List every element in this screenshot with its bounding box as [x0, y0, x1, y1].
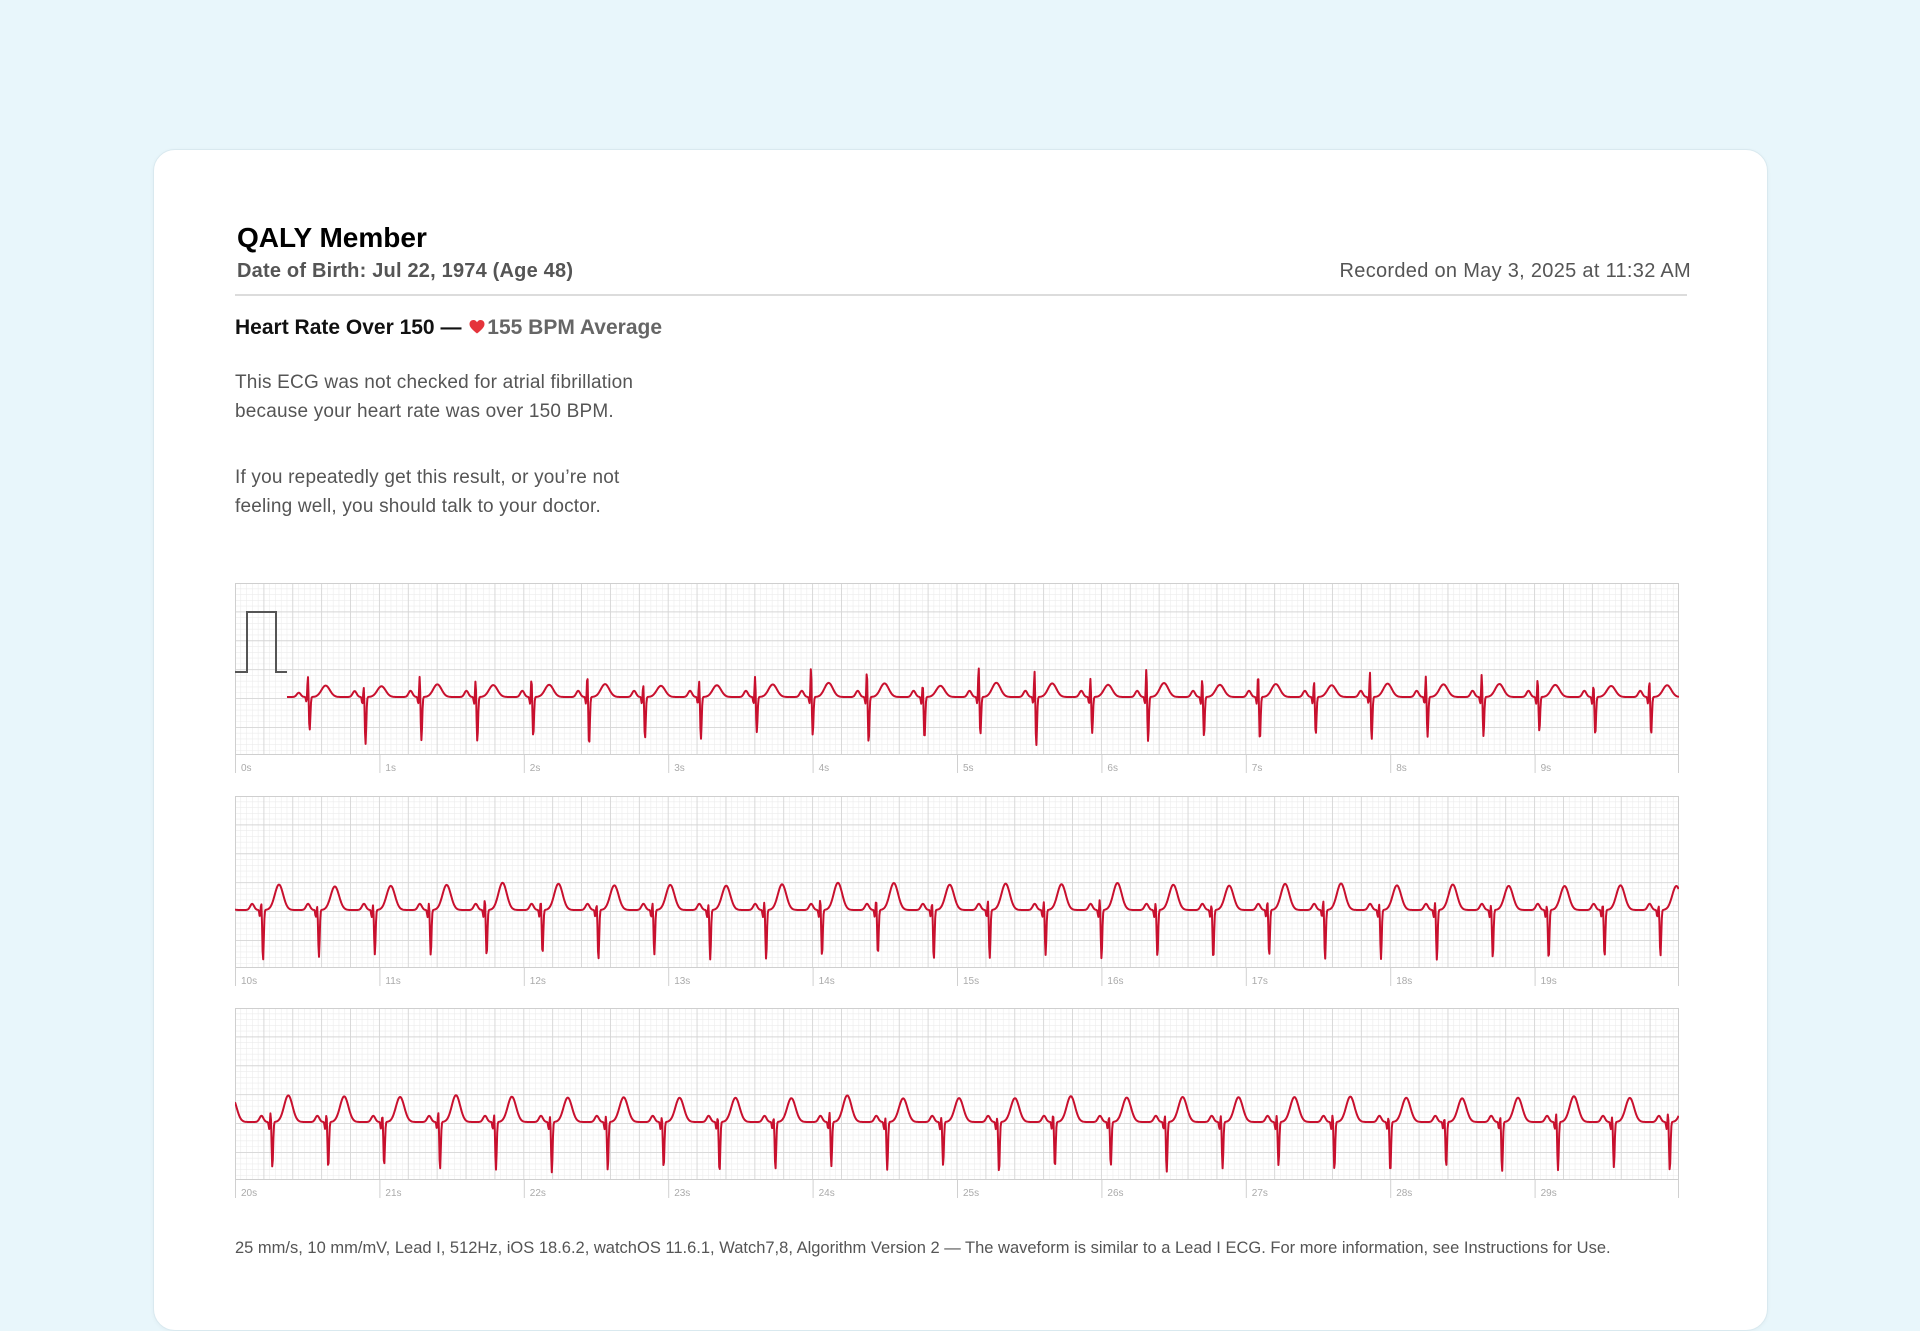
- time-tick-label: 22s: [530, 1188, 546, 1198]
- time-tick-label: 16s: [1107, 976, 1123, 986]
- recording-details: 25 mm/s, 10 mm/mV, Lead I, 512Hz, iOS 18…: [235, 1239, 1611, 1257]
- time-tick-label: 28s: [1396, 1188, 1412, 1198]
- time-tick-label: 24s: [819, 1188, 835, 1198]
- time-tick-label: 1s: [385, 763, 396, 773]
- result-title: Heart Rate Over 150 — 155 BPM Average: [235, 314, 675, 341]
- time-tick-label: 11s: [385, 976, 400, 986]
- ecg-grid: [235, 796, 1679, 968]
- date-of-birth: Date of Birth: Jul 22, 1974 (Age 48): [237, 260, 574, 282]
- time-tick-label: 8s: [1396, 763, 1407, 773]
- time-tick-label: 23s: [674, 1188, 690, 1198]
- time-tick-label: 29s: [1541, 1188, 1557, 1198]
- ecg-trace: [235, 1094, 1679, 1174]
- time-tick-label: 13s: [674, 976, 690, 986]
- recorded-timestamp: Recorded on May 3, 2025 at 11:32 AM: [1339, 260, 1691, 282]
- time-tick-label: 17s: [1252, 976, 1268, 986]
- ecg-trace: [286, 667, 1679, 746]
- time-tick-label: 5s: [963, 763, 974, 773]
- ecg-strip-1: 0s 1s 2s 3s 4s 5s 6s 7s 8s 9s: [235, 583, 1679, 773]
- time-tick-label: 14s: [819, 976, 835, 986]
- time-tick-label: 6s: [1107, 763, 1118, 773]
- time-tick-label: 18s: [1396, 976, 1412, 986]
- time-tick-label: 3s: [674, 763, 685, 773]
- time-tick-label: 15s: [963, 976, 979, 986]
- result-classification: Heart Rate Over 150 —: [235, 316, 462, 339]
- calibration-pulse: [235, 611, 287, 673]
- ecg-trace: [235, 881, 1679, 961]
- time-tick-label: 2s: [530, 763, 541, 773]
- time-tick-label: 26s: [1107, 1188, 1123, 1198]
- time-tick-label: 10s: [241, 976, 257, 986]
- ecg-strip-3: 20s 21s 22s 23s 24s 25s 26s 27s 28s 29s: [235, 1008, 1679, 1198]
- patient-name: QALY Member: [237, 222, 427, 253]
- time-tick-label: 7s: [1252, 763, 1263, 773]
- time-tick-label: 4s: [819, 763, 830, 773]
- average-bpm: 155 BPM: [487, 316, 575, 339]
- time-tick-label: 0s: [241, 763, 252, 773]
- time-tick-label: 9s: [1541, 763, 1552, 773]
- time-tick-label: 20s: [241, 1188, 257, 1198]
- header-divider: [235, 294, 1687, 296]
- result-advice: If you repeatedly get this result, or yo…: [235, 467, 620, 517]
- time-tick-label: 12s: [530, 976, 546, 986]
- time-tick-label: 21s: [385, 1188, 401, 1198]
- average-label: Average: [579, 316, 663, 339]
- ecg-grid: [235, 583, 1679, 755]
- ecg-grid: [235, 1008, 1679, 1180]
- heart-icon: [469, 319, 485, 335]
- result-description: This ECG was not checked for atrial fibr…: [235, 372, 634, 422]
- time-tick-label: 19s: [1541, 976, 1557, 986]
- ecg-strip-2: 10s 11s 12s 13s 14s 15s 16s 17s 18s 19s: [235, 796, 1679, 986]
- time-tick-label: 27s: [1252, 1188, 1268, 1198]
- ecg-report-card: QALY Member Date of Birth: Jul 22, 1974 …: [153, 149, 1768, 1331]
- time-tick-label: 25s: [963, 1188, 979, 1198]
